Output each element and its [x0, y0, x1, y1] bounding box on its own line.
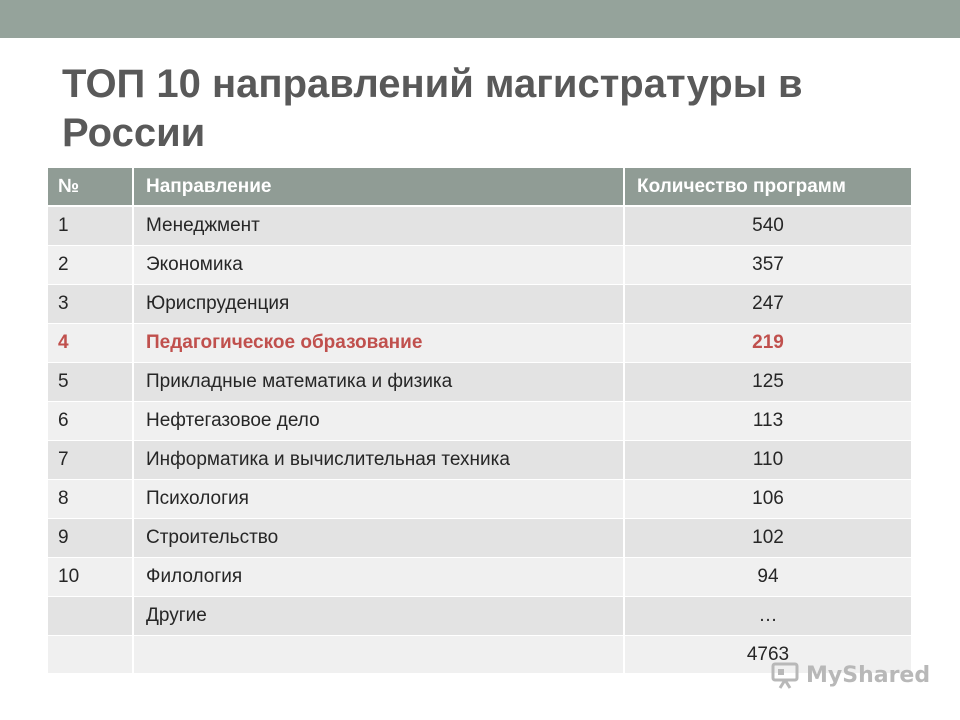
row-number: 6 — [48, 401, 134, 441]
header-number: № — [48, 168, 134, 207]
header-count: Количество программ — [624, 168, 913, 207]
table-row: 10 Филология 94 — [48, 557, 913, 597]
row-number: 10 — [48, 557, 134, 597]
row-count: 106 — [624, 479, 913, 519]
table-row: 9 Строительство 102 — [48, 518, 913, 558]
row-count: 102 — [624, 518, 913, 558]
row-count: 4763 — [624, 635, 913, 674]
row-number: 4 — [48, 323, 134, 363]
table-row: 7 Информатика и вычислительная техника 1… — [48, 440, 913, 480]
row-number: 5 — [48, 362, 134, 402]
row-number: 2 — [48, 245, 134, 285]
row-number: 7 — [48, 440, 134, 480]
row-count: 219 — [624, 323, 913, 363]
row-direction: Информатика и вычислительная техника — [133, 440, 625, 480]
row-direction: Экономика — [133, 245, 625, 285]
row-direction: Филология — [133, 557, 625, 597]
table-row: 6 Нефтегазовое дело 113 — [48, 401, 913, 441]
row-direction: Строительство — [133, 518, 625, 558]
row-number: 1 — [48, 206, 134, 246]
row-count: 357 — [624, 245, 913, 285]
row-direction: Юриспруденция — [133, 284, 625, 324]
row-direction — [133, 635, 625, 674]
watermark-text: MyShared — [806, 662, 931, 688]
row-number: 9 — [48, 518, 134, 558]
top-accent-bar — [0, 0, 960, 38]
table-row-others: Другие … — [48, 596, 913, 636]
table-row: 5 Прикладные математика и физика 125 — [48, 362, 913, 402]
row-count: 94 — [624, 557, 913, 597]
row-count: 110 — [624, 440, 913, 480]
row-number — [48, 596, 134, 636]
table-header-row: № Направление Количество программ — [48, 168, 913, 207]
row-direction: Другие — [133, 596, 625, 636]
row-count: 540 — [624, 206, 913, 246]
row-direction: Психология — [133, 479, 625, 519]
row-count: 113 — [624, 401, 913, 441]
row-number — [48, 635, 134, 674]
row-direction: Педагогическое образование — [133, 323, 625, 363]
presentation-board-icon — [770, 660, 800, 690]
row-count: 125 — [624, 362, 913, 402]
row-count: … — [624, 596, 913, 636]
row-direction: Прикладные математика и физика — [133, 362, 625, 402]
table-row: 8 Психология 106 — [48, 479, 913, 519]
slide-title: ТОП 10 направлений магистратуры в России — [62, 62, 803, 155]
table-row-total: 4763 — [48, 635, 913, 674]
row-direction: Нефтегазовое дело — [133, 401, 625, 441]
table-row: 2 Экономика 357 — [48, 245, 913, 285]
row-direction: Менеджмент — [133, 206, 625, 246]
table-row: 3 Юриспруденция 247 — [48, 284, 913, 324]
table-row-highlighted: 4 Педагогическое образование 219 — [48, 323, 913, 363]
row-number: 8 — [48, 479, 134, 519]
myshared-watermark: MyShared — [770, 660, 930, 690]
header-direction: Направление — [133, 168, 625, 207]
row-number: 3 — [48, 284, 134, 324]
table-row: 1 Менеджмент 540 — [48, 206, 913, 246]
row-count: 247 — [624, 284, 913, 324]
programs-table: № Направление Количество программ 1 Мене… — [48, 168, 913, 674]
